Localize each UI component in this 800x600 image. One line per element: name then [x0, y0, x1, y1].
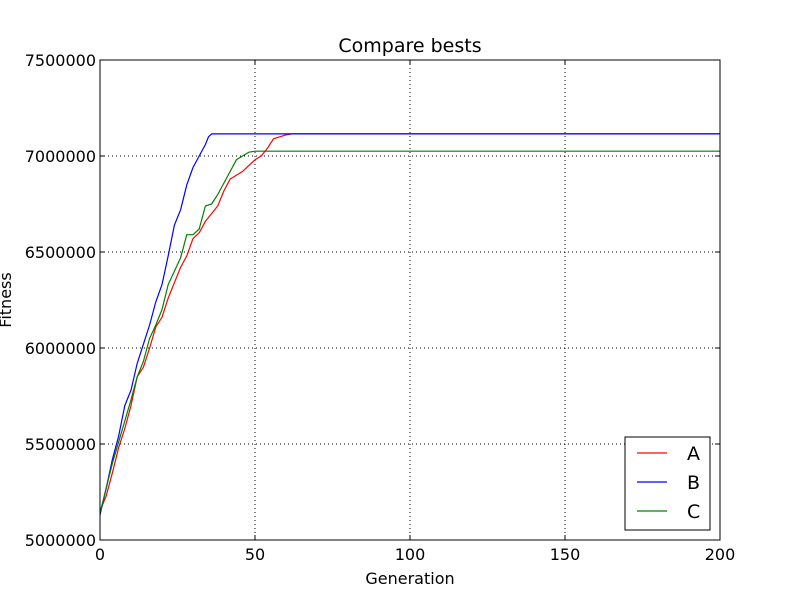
- y-axis-label: Fitness: [0, 272, 15, 327]
- y-tick-label: 6500000: [25, 243, 96, 262]
- y-tick-label: 5000000: [25, 531, 96, 550]
- legend: ABC: [624, 436, 711, 531]
- x-tick-label: 0: [95, 545, 105, 564]
- legend-label-a: A: [687, 443, 700, 465]
- chart-title: Compare bests: [338, 35, 481, 57]
- y-tick-label: 5500000: [25, 435, 96, 454]
- x-tick-label: 50: [245, 545, 265, 564]
- y-tick-label: 7000000: [25, 147, 96, 166]
- series-line-c: [99, 150, 720, 514]
- series-layer: [99, 133, 720, 516]
- x-tick-label: 200: [705, 545, 736, 564]
- y-tick-label: 7500000: [25, 51, 96, 70]
- ticks: 0 50 100 150 200 5000000 5500000 6000000 6500000…: [25, 51, 736, 564]
- x-tick-label: 100: [395, 545, 426, 564]
- legend-label-b: B: [687, 472, 700, 494]
- x-axis-label: Generation: [365, 569, 454, 588]
- x-tick-label: 150: [550, 545, 581, 564]
- series-line-b: [99, 133, 720, 516]
- grid: [100, 60, 720, 540]
- y-tick-label: 6000000: [25, 339, 96, 358]
- legend-label-c: C: [687, 501, 700, 523]
